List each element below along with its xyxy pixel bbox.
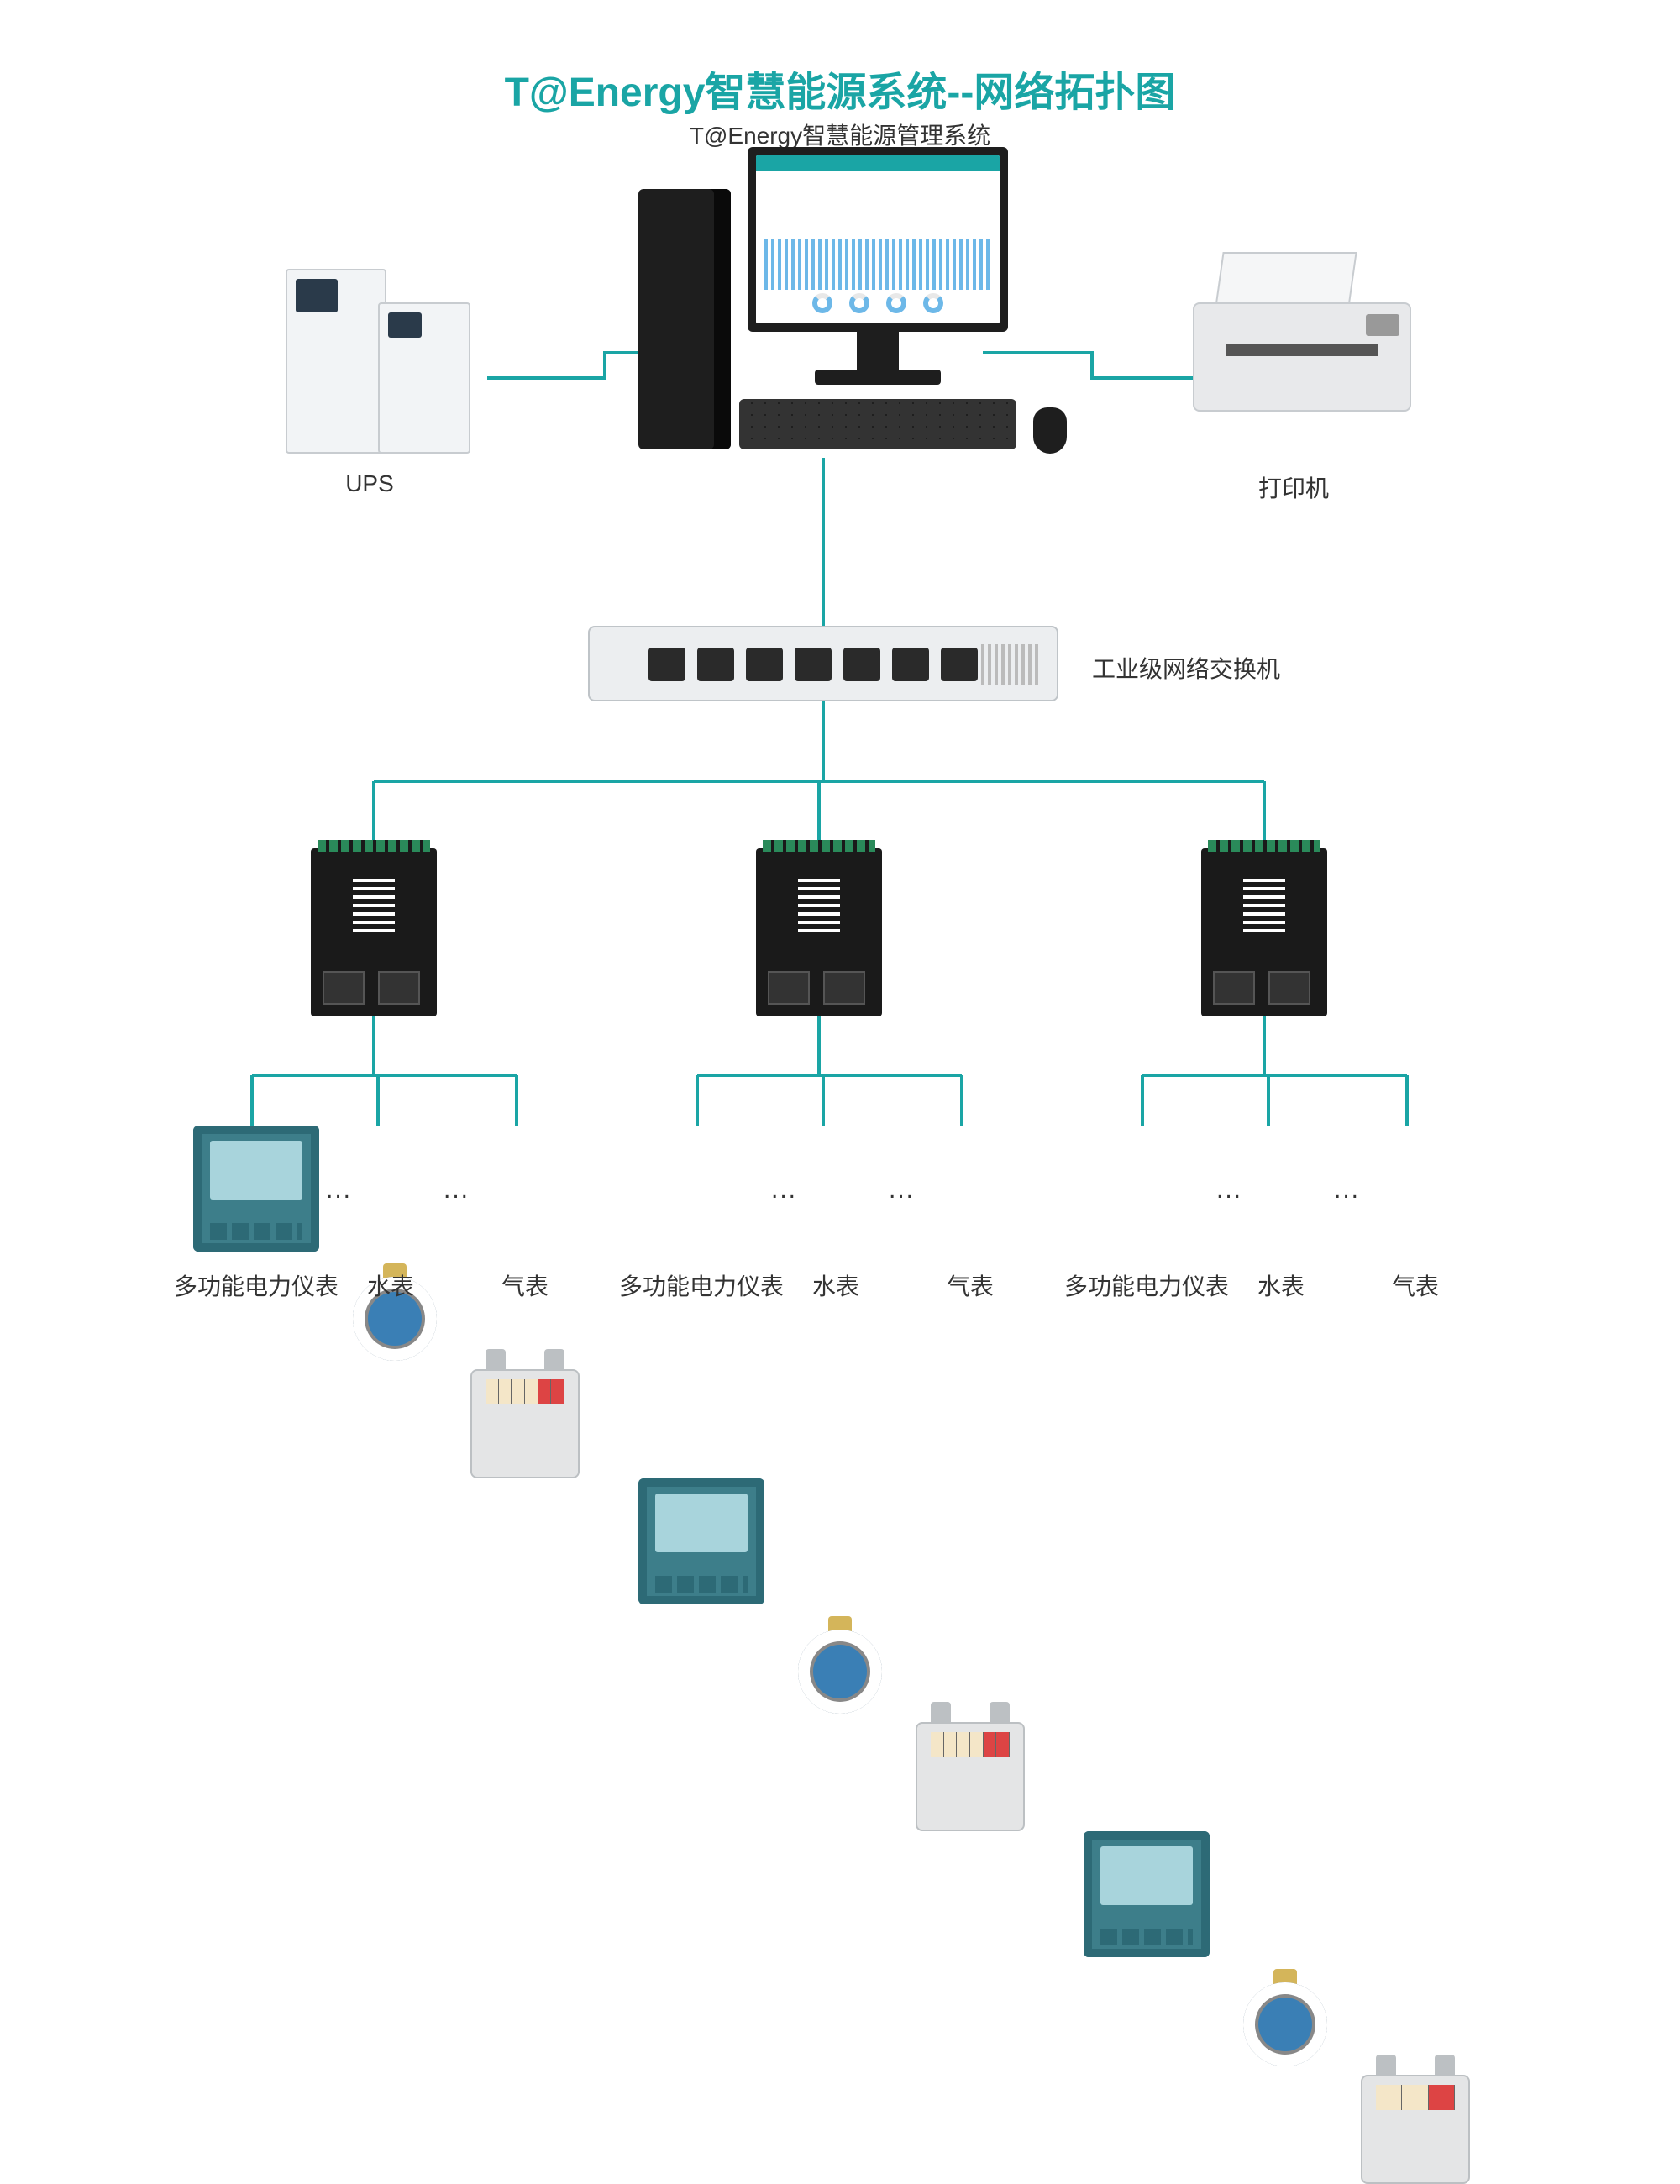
power-meter-label: 多功能电力仪表 [168, 1268, 344, 1302]
power-meter-label: 多功能电力仪表 [613, 1268, 790, 1302]
power-meter-label: 多功能电力仪表 [1058, 1268, 1235, 1302]
switch-label: 工业级网络交换机 [1092, 651, 1344, 685]
topology-diagram: T@Energy智慧能源系统--网络拓扑图 T@Energy智慧能源管理系统 [0, 0, 1680, 1388]
gas-meter-1 [470, 1352, 580, 1478]
diagram-subtitle: T@Energy智慧能源管理系统 [0, 118, 1680, 151]
printer-label: 打印机 [1235, 470, 1352, 504]
gateway-device-3 [1201, 848, 1327, 1016]
gas-meter-label: 气表 [483, 1268, 567, 1302]
power-meter-3 [1084, 1831, 1210, 1957]
ups-label: UPS [319, 470, 420, 497]
gateway-device-2 [756, 848, 882, 1016]
water-meter-3 [1243, 1974, 1327, 2075]
workstation-device [638, 147, 1058, 458]
water-meter-label: 水表 [349, 1268, 433, 1302]
water-meter-label: 水表 [1239, 1268, 1323, 1302]
water-meter-label: 水表 [794, 1268, 878, 1302]
gas-meter-3 [1361, 2058, 1470, 2184]
ellipsis: ... [1216, 1176, 1242, 1205]
power-meter-1 [193, 1126, 319, 1252]
ellipsis: ... [1334, 1176, 1360, 1205]
printer-device [1193, 252, 1411, 420]
ellipsis: ... [889, 1176, 915, 1205]
network-switch-device [588, 626, 1058, 701]
ellipsis: ... [326, 1176, 352, 1205]
gas-meter-label: 气表 [928, 1268, 1012, 1302]
diagram-title: T@Energy智慧能源系统--网络拓扑图 [0, 59, 1680, 118]
gateway-device-1 [311, 848, 437, 1016]
ups-device [286, 235, 487, 454]
ellipsis: ... [444, 1176, 470, 1205]
gas-meter-label: 气表 [1373, 1268, 1457, 1302]
water-meter-2 [798, 1621, 882, 1722]
ellipsis: ... [771, 1176, 797, 1205]
gas-meter-2 [916, 1705, 1025, 1831]
power-meter-2 [638, 1478, 764, 1604]
